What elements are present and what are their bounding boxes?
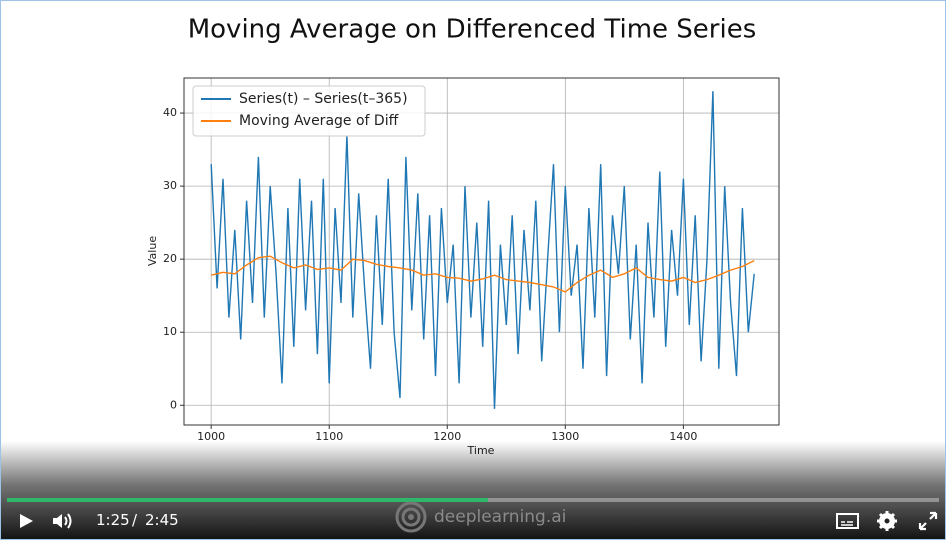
y-tick-label: 40	[163, 106, 177, 119]
brand-logo	[395, 501, 427, 533]
controls-shade	[1, 441, 945, 539]
play-button[interactable]	[17, 512, 37, 530]
duration: 2:45	[145, 511, 179, 529]
x-tick-label: 1300	[551, 430, 579, 443]
legend-label: Moving Average of Diff	[239, 113, 399, 129]
brand-name: deeplearning.ai	[434, 507, 567, 527]
y-tick-label: 10	[163, 325, 177, 338]
fullscreen-button[interactable]	[918, 511, 938, 531]
current-time: 1:25	[96, 511, 130, 529]
x-tick-label: 1400	[669, 430, 697, 443]
legend-box	[192, 85, 426, 137]
series-line	[210, 91, 755, 409]
x-tick-label: 1100	[315, 430, 343, 443]
volume-button[interactable]	[51, 511, 75, 531]
plot-frame	[183, 77, 780, 426]
x-tick-label: 1000	[197, 430, 225, 443]
y-tick-label: 30	[163, 179, 177, 192]
captions-button[interactable]	[836, 512, 860, 530]
y-tick-label: 20	[163, 252, 177, 265]
y-axis-label: Value	[146, 236, 159, 266]
settings-button[interactable]	[877, 511, 897, 531]
series-line	[211, 255, 755, 293]
time-separator: /	[132, 511, 138, 529]
chart-title: Moving Average on Differenced Time Serie…	[188, 15, 757, 45]
legend-label: Series(t) – Series(t–365)	[239, 91, 408, 107]
progress-bar[interactable]	[7, 498, 939, 502]
y-tick-label: 0	[170, 398, 177, 411]
progress-played	[7, 498, 488, 502]
x-tick-label: 1200	[433, 430, 461, 443]
